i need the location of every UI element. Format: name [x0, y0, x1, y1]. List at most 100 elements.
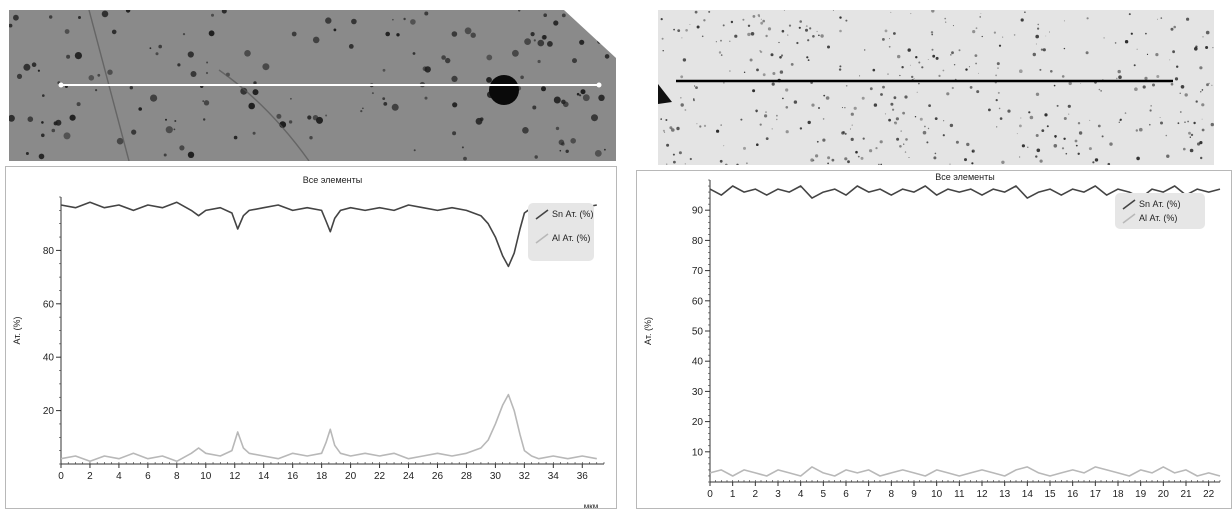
sem-right-inclusion: [680, 75, 684, 79]
sem-right-inclusion: [1155, 53, 1159, 57]
sem-right-inclusion: [1037, 23, 1039, 26]
sem-right-inclusion: [910, 13, 912, 15]
sem-right-inclusion: [812, 159, 815, 162]
sem-right-inclusion: [851, 124, 853, 126]
sem-right-inclusion: [818, 34, 820, 37]
sem-right-inclusion: [974, 54, 978, 57]
sem-right-edge-pore: [658, 84, 672, 104]
sem-right-inclusion: [1117, 69, 1121, 74]
sem-left-inclusion: [582, 94, 590, 102]
sem-right-inclusion: [860, 156, 864, 160]
sem-right-inclusion: [723, 82, 725, 84]
sem-right-inclusion: [1035, 34, 1039, 39]
sem-left-inclusion: [107, 69, 113, 75]
sem-left-inclusion: [579, 94, 582, 97]
sem-image-left-canvas: [9, 10, 616, 161]
sem-right-inclusion: [740, 118, 743, 121]
sem-right-inclusion: [1063, 47, 1066, 50]
right-chart-legend-swatch: [1122, 199, 1136, 210]
sem-right-inclusion: [946, 92, 950, 96]
sem-right-inclusion: [997, 91, 1000, 94]
sem-right-inclusion: [872, 68, 876, 72]
sem-right-inclusion: [779, 56, 782, 59]
sem-right-inclusion: [831, 158, 835, 162]
sem-right-inclusion: [952, 25, 954, 27]
sem-left-inclusion: [385, 31, 391, 37]
sem-right-inclusion: [949, 123, 954, 128]
sem-right-inclusion: [1201, 118, 1203, 120]
sem-right-inclusion: [894, 121, 896, 123]
sem-right-inclusion: [718, 51, 722, 54]
sem-left-inclusion: [88, 75, 95, 81]
sem-right-inclusion: [734, 34, 738, 38]
sem-left-inclusion: [16, 73, 23, 79]
sem-right-inclusion: [1208, 82, 1210, 85]
sem-right-inclusion: [1001, 160, 1005, 164]
sem-left-inclusion: [288, 120, 293, 124]
sem-left-inclusion: [316, 116, 323, 124]
sem-right-inclusion: [903, 143, 905, 145]
sem-right-inclusion: [680, 97, 682, 99]
sem-right-inclusion: [951, 51, 954, 55]
sem-left-inclusion: [543, 13, 547, 17]
sem-right-inclusion: [1114, 42, 1117, 44]
sem-right-inclusion: [890, 102, 894, 106]
sem-left-inclusion: [38, 153, 45, 160]
sem-right-inclusion: [976, 90, 980, 94]
sem-right-inclusion: [1045, 35, 1047, 37]
sem-left-inclusion: [252, 89, 259, 96]
sem-right-inclusion: [1035, 155, 1038, 158]
sem-left-inclusion: [187, 51, 194, 58]
sem-right-inclusion: [673, 160, 676, 164]
sem-right-inclusion: [1165, 134, 1168, 137]
sem-right-inclusion: [747, 24, 751, 27]
sem-left-inclusion: [182, 33, 186, 36]
sem-right-inclusion: [1109, 142, 1113, 146]
sem-right-inclusion: [787, 34, 789, 36]
sem-left-inclusion: [165, 118, 167, 121]
sem-left-inclusion: [452, 102, 458, 108]
sem-right-inclusion: [988, 108, 991, 112]
sem-left-inclusion: [598, 94, 605, 102]
sem-right-inclusion: [1160, 121, 1163, 125]
sem-left-grain-boundary: [218, 69, 310, 161]
sem-right-inclusion: [770, 53, 774, 57]
sem-left-inclusion: [309, 136, 313, 140]
sem-right-inclusion: [1128, 13, 1131, 16]
sem-right-inclusion: [1134, 87, 1138, 91]
sem-right-inclusion: [993, 31, 996, 34]
sem-right-inclusion: [669, 126, 673, 130]
sem-right-inclusion: [730, 20, 734, 24]
sem-right-inclusion: [1197, 142, 1201, 146]
sem-right-inclusion: [671, 128, 675, 132]
sem-right-inclusion: [694, 10, 698, 14]
left-chart-x-tick-label: 36: [577, 471, 589, 482]
sem-right-inclusion: [1007, 109, 1011, 113]
sem-right-inclusion: [1205, 46, 1209, 49]
sem-left-inclusion: [464, 27, 472, 35]
sem-left-inclusion: [422, 66, 428, 71]
sem-right-inclusion: [682, 58, 687, 62]
sem-right-inclusion: [776, 118, 778, 121]
sem-right-inclusion: [892, 108, 895, 111]
sem-right-inclusion: [913, 78, 915, 79]
sem-left-inclusion: [570, 138, 576, 144]
sem-right-inclusion: [1077, 122, 1081, 125]
sem-left-inclusion: [452, 131, 457, 136]
sem-left-inclusion: [66, 54, 71, 59]
sem-right-inclusion: [720, 54, 723, 56]
sem-right-inclusion: [1027, 146, 1029, 148]
sem-right-inclusion: [862, 137, 865, 140]
sem-left-inclusion: [392, 18, 394, 21]
sem-right-inclusion: [905, 138, 908, 141]
right-chart-series-al-line: [709, 466, 1221, 477]
sem-left-inclusion: [537, 39, 545, 47]
sem-right-inclusion: [1130, 32, 1133, 35]
right-chart-x-tick-label: 19: [1135, 489, 1147, 500]
sem-right-inclusion: [722, 24, 725, 27]
sem-right-inclusion: [764, 114, 768, 118]
sem-left-inclusion: [541, 86, 546, 92]
sem-left-inclusion: [76, 102, 81, 107]
sem-right-inclusion: [1190, 133, 1194, 137]
